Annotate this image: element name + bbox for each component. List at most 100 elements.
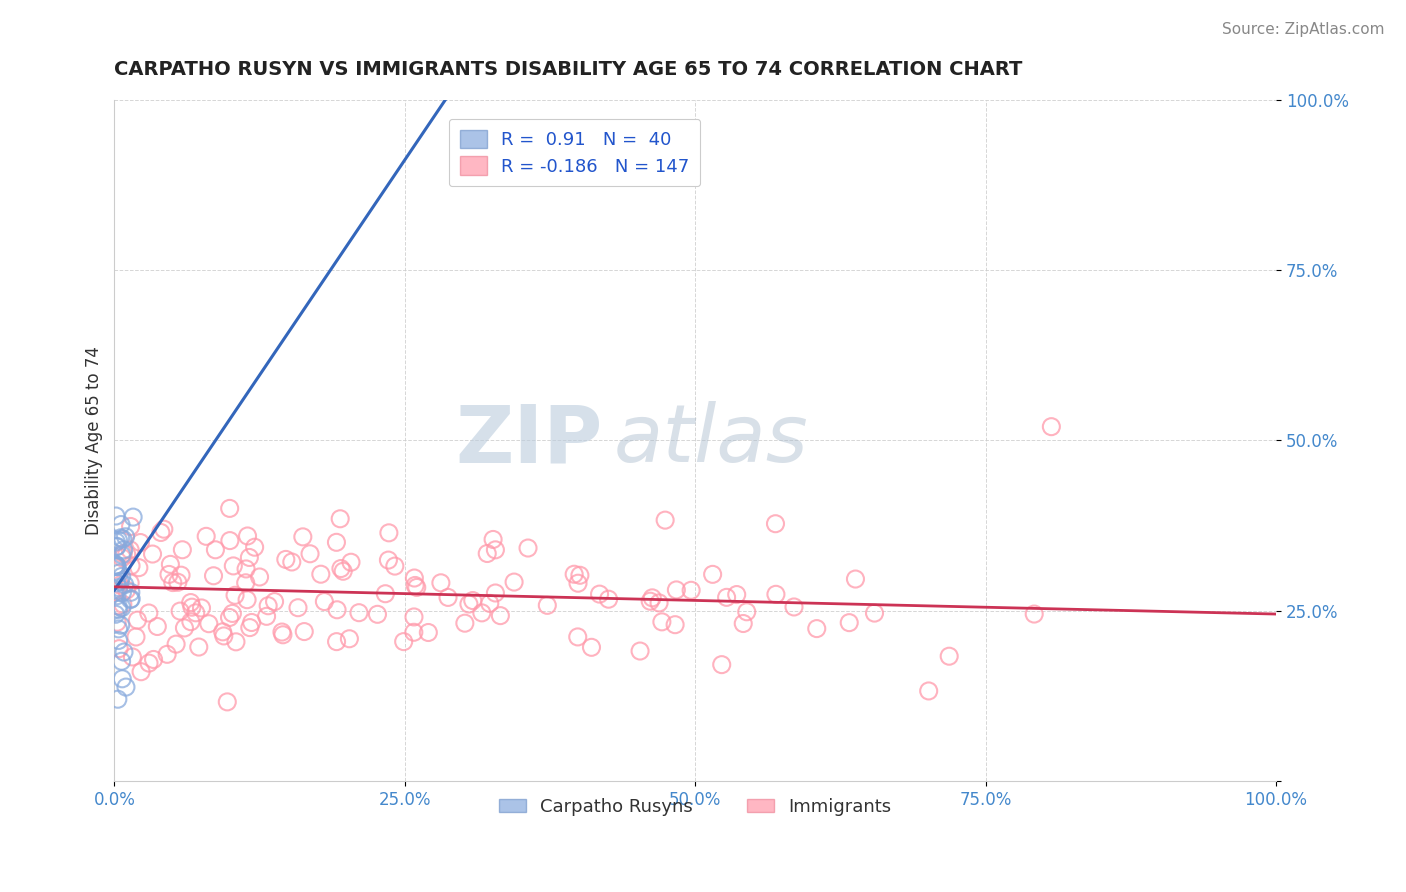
Point	[120, 519, 142, 533]
Point	[112, 542, 135, 557]
Point	[340, 555, 363, 569]
Text: CARPATHO RUSYN VS IMMIGRANTS DISABILITY AGE 65 TO 74 CORRELATION CHART: CARPATHO RUSYN VS IMMIGRANTS DISABILITY …	[114, 60, 1022, 78]
Point	[224, 588, 246, 602]
Point	[115, 680, 138, 694]
Point	[184, 606, 207, 620]
Point	[628, 644, 651, 658]
Point	[187, 640, 209, 654]
Point	[127, 613, 149, 627]
Point	[484, 542, 506, 557]
Point	[122, 510, 145, 524]
Point	[121, 649, 143, 664]
Point	[710, 657, 733, 672]
Point	[325, 634, 347, 648]
Point	[567, 576, 589, 591]
Point	[115, 582, 138, 597]
Point	[536, 599, 558, 613]
Point	[938, 649, 960, 664]
Point	[165, 637, 187, 651]
Point	[648, 596, 671, 610]
Point	[641, 591, 664, 605]
Point	[162, 575, 184, 590]
Point	[332, 564, 354, 578]
Point	[838, 615, 860, 630]
Point	[716, 591, 738, 605]
Point	[111, 597, 134, 611]
Point	[153, 522, 176, 536]
Text: Source: ZipAtlas.com: Source: ZipAtlas.com	[1222, 22, 1385, 37]
Point	[235, 562, 257, 576]
Point	[291, 530, 314, 544]
Point	[329, 512, 352, 526]
Point	[105, 558, 128, 573]
Point	[249, 570, 271, 584]
Point	[111, 672, 134, 686]
Point	[347, 606, 370, 620]
Point	[567, 630, 589, 644]
Point	[384, 559, 406, 574]
Point	[568, 568, 591, 582]
Point	[404, 578, 426, 592]
Point	[238, 550, 260, 565]
Point	[110, 618, 132, 632]
Point	[402, 625, 425, 640]
Point	[112, 645, 135, 659]
Point	[665, 582, 688, 597]
Point	[378, 525, 401, 540]
Point	[735, 605, 758, 619]
Point	[517, 541, 540, 555]
Point	[482, 533, 505, 547]
Point	[159, 558, 181, 572]
Point	[166, 575, 188, 590]
Point	[211, 624, 233, 639]
Point	[156, 648, 179, 662]
Point	[110, 531, 132, 545]
Point	[562, 567, 585, 582]
Point	[111, 569, 134, 583]
Point	[377, 553, 399, 567]
Point	[325, 535, 347, 549]
Point	[418, 625, 440, 640]
Point	[271, 628, 294, 642]
Point	[236, 592, 259, 607]
Point	[108, 566, 131, 580]
Point	[588, 587, 610, 601]
Point	[129, 665, 152, 679]
Point	[806, 622, 828, 636]
Point	[218, 610, 240, 624]
Point	[107, 599, 129, 614]
Point	[314, 594, 336, 608]
Legend: Carpatho Rusyns, Immigrants: Carpatho Rusyns, Immigrants	[492, 790, 898, 823]
Point	[111, 600, 134, 615]
Point	[681, 583, 703, 598]
Point	[733, 616, 755, 631]
Point	[105, 558, 128, 573]
Point	[489, 608, 512, 623]
Point	[257, 599, 280, 613]
Point	[1040, 419, 1063, 434]
Point	[110, 654, 132, 668]
Point	[430, 575, 453, 590]
Point	[125, 630, 148, 644]
Point	[256, 609, 278, 624]
Point	[240, 615, 263, 630]
Point	[170, 568, 193, 582]
Point	[105, 535, 128, 549]
Text: ZIP: ZIP	[456, 401, 602, 479]
Point	[765, 516, 787, 531]
Point	[337, 632, 360, 646]
Point	[218, 533, 240, 548]
Point	[108, 578, 131, 592]
Point	[111, 548, 134, 562]
Point	[725, 588, 748, 602]
Point	[111, 550, 134, 565]
Point	[104, 584, 127, 599]
Point	[107, 533, 129, 547]
Point	[120, 591, 142, 606]
Point	[326, 603, 349, 617]
Point	[212, 629, 235, 643]
Point	[104, 559, 127, 574]
Point	[180, 596, 202, 610]
Point	[104, 607, 127, 622]
Point	[664, 617, 686, 632]
